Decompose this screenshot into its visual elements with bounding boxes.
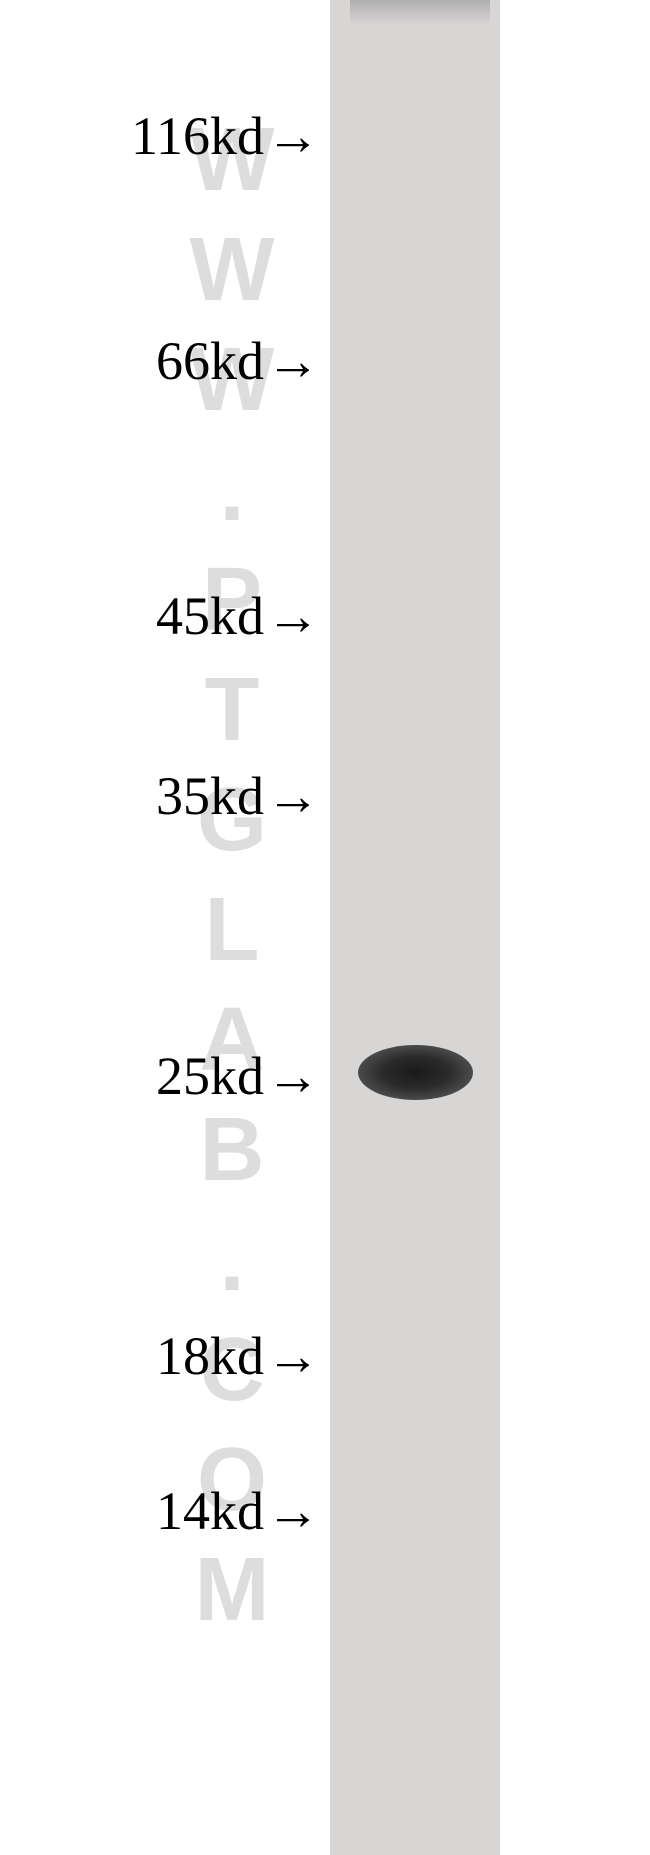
marker-value: 14kd — [156, 1480, 264, 1542]
marker-value: 35kd — [156, 765, 264, 827]
marker-value: 18kd — [156, 1325, 264, 1387]
marker-value: 116kd — [131, 105, 264, 167]
marker-label: 25kd → — [156, 1045, 320, 1107]
marker-label: 14kd → — [156, 1480, 320, 1542]
arrow-icon: → — [266, 1325, 320, 1387]
blot-container: WWW.PTGLAB.COM 116kd → 66kd → 45kd → 35k… — [0, 0, 650, 1855]
arrow-icon: → — [266, 1480, 320, 1542]
marker-value: 66kd — [156, 330, 264, 392]
blot-lane — [330, 0, 500, 1855]
arrow-icon: → — [266, 765, 320, 827]
protein-band — [358, 1045, 473, 1100]
marker-value: 45kd — [156, 585, 264, 647]
arrow-icon: → — [266, 105, 320, 167]
marker-value: 25kd — [156, 1045, 264, 1107]
lane-top-smudge — [350, 0, 490, 25]
marker-label: 66kd → — [156, 330, 320, 392]
marker-label: 116kd → — [131, 105, 320, 167]
arrow-icon: → — [266, 330, 320, 392]
marker-label: 35kd → — [156, 765, 320, 827]
arrow-icon: → — [266, 585, 320, 647]
arrow-icon: → — [266, 1045, 320, 1107]
marker-label: 18kd → — [156, 1325, 320, 1387]
marker-label: 45kd → — [156, 585, 320, 647]
